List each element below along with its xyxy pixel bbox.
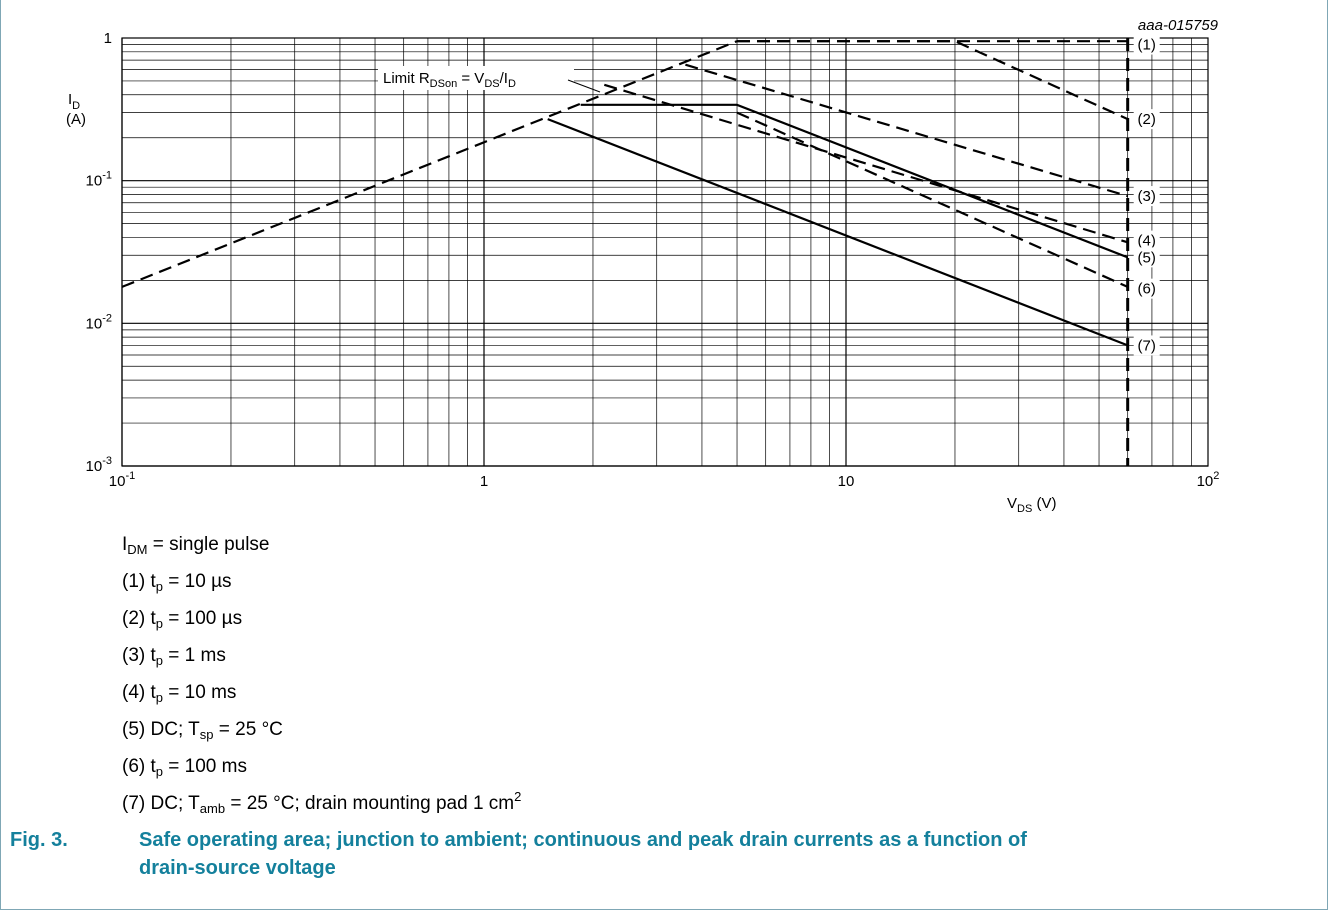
limit-label-bg: [378, 66, 574, 90]
series-line: [736, 111, 1129, 288]
series-label-bg: [1133, 109, 1160, 130]
y-tick-label: 10-3: [86, 455, 112, 475]
series-label-bg: [1133, 34, 1160, 55]
limit-label-leader: [567, 79, 601, 93]
x-tick-label: 1: [480, 473, 488, 490]
limit-rdson-line: [121, 40, 738, 288]
x-axis-label: VDS (V): [1007, 495, 1056, 515]
series-label: (6): [1138, 281, 1156, 298]
legend-note: (3) tp = 1 ms: [122, 645, 226, 668]
y-axis-unit: (A): [66, 111, 86, 128]
limit-rdson-label: Limit RDSon = VDS/ID: [378, 66, 601, 93]
grid: [121, 37, 1209, 467]
x-tick-label: 10: [838, 473, 855, 490]
series-label: (1): [1138, 37, 1156, 54]
plot-frame: [121, 37, 1209, 467]
x-tick-label: 10-1: [109, 470, 135, 490]
series-label: (3): [1138, 188, 1156, 205]
series-label: (7): [1138, 337, 1156, 354]
legend-note: (7) DC; Tamb = 25 °C; drain mounting pad…: [122, 789, 522, 816]
series-label: (4): [1138, 233, 1156, 250]
plot-lines: [121, 38, 1130, 466]
series-line: [547, 118, 1129, 347]
series-label-bg: [1133, 230, 1160, 251]
legend-note: (4) tp = 10 ms: [122, 682, 237, 705]
series-label: (5): [1138, 249, 1156, 266]
series-label: (2): [1138, 111, 1156, 128]
x-tick-label: 102: [1197, 470, 1220, 490]
chart-id-label: aaa-015759: [1138, 17, 1219, 34]
y-tick-label: 10-1: [86, 170, 112, 190]
legend-note: (5) DC; Tsp = 25 °C: [122, 719, 283, 742]
series-label-bg: [1133, 247, 1160, 268]
limit-label-text: Limit RDSon = VDS/ID: [383, 70, 516, 90]
series-label-bg: [1133, 186, 1160, 207]
y-tick-label: 1: [104, 30, 112, 47]
legend-note: (6) tp = 100 ms: [122, 756, 247, 779]
legend-notes: IDM = single pulse (1) tp = 10 µs (2) tp =…: [122, 534, 521, 830]
legend-note: (1) tp = 10 µs: [122, 571, 232, 594]
figure-caption-text: Safe operating area; junction to ambient…: [139, 829, 1027, 879]
tick-labels: 10-1 1 10 102 1 10-1 10-2 10-3: [86, 30, 1220, 490]
series-line: [603, 83, 1129, 244]
series-label-bg: [1133, 335, 1160, 356]
series-line: [737, 40, 1129, 121]
y-axis-label: ID: [68, 91, 80, 112]
series-label-bg: [1133, 278, 1160, 299]
legend-note: IDM = single pulse: [122, 534, 270, 557]
series-line: [685, 63, 1129, 198]
y-tick-label: 10-2: [86, 312, 112, 332]
series-labels: (1) (2) (3) (4)(5) (6) (7): [1133, 34, 1160, 356]
legend-note: (2) tp = 100 µs: [122, 608, 243, 631]
series-line: [580, 103, 1129, 259]
figure-number: Fig. 3.: [10, 829, 68, 851]
